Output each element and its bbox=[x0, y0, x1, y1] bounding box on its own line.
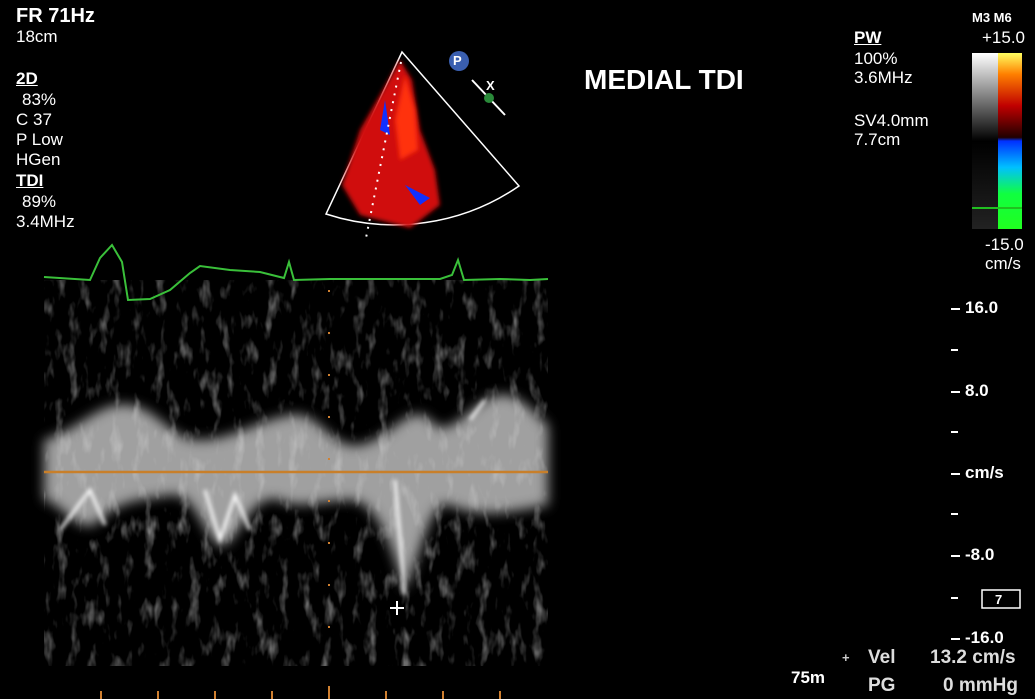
color-bar-velocity bbox=[998, 53, 1022, 229]
gain-value: 7 bbox=[995, 592, 1002, 608]
setting: C 37 bbox=[16, 112, 52, 128]
scale-value: -8.0 bbox=[965, 545, 994, 564]
scale-label: cm/s bbox=[951, 463, 1004, 483]
ultrasound-screen: FR 71Hz 18cm 2D 83% C 37 P Low HGen TDI … bbox=[0, 0, 1035, 699]
image-layer bbox=[0, 0, 1035, 699]
minor-tick bbox=[951, 431, 958, 433]
measure-label: Vel bbox=[868, 650, 895, 666]
setting: 100% bbox=[854, 51, 897, 67]
sweep-speed: 75m bbox=[791, 670, 825, 686]
color-unit: cm/s bbox=[985, 256, 1021, 272]
depth: 18cm bbox=[16, 29, 58, 45]
color-map: M3 M6 bbox=[972, 10, 1012, 26]
scale-value: cm/s bbox=[965, 463, 1004, 482]
mode-title: PW bbox=[854, 30, 881, 46]
setting: 3.4MHz bbox=[16, 214, 75, 230]
frame-rate: FR 71Hz bbox=[16, 8, 95, 24]
setting: 89% bbox=[22, 194, 56, 210]
minor-tick bbox=[951, 349, 958, 351]
mode-title: TDI bbox=[16, 173, 43, 189]
scale-label: -8.0 bbox=[951, 545, 994, 565]
setting: 83% bbox=[22, 92, 56, 108]
time-ticks bbox=[101, 686, 500, 699]
setting: 3.6MHz bbox=[854, 70, 913, 86]
setting: SV4.0mm bbox=[854, 113, 929, 129]
probe-marker: P bbox=[453, 53, 462, 69]
color-bar-gray bbox=[972, 53, 998, 229]
scale-label: 16.0 bbox=[951, 298, 998, 318]
mode-title: 2D bbox=[16, 71, 38, 87]
color-max: +15.0 bbox=[982, 30, 1025, 46]
spectral-doppler bbox=[44, 280, 548, 666]
view-title: MEDIAL TDI bbox=[584, 66, 744, 94]
scale-label: 8.0 bbox=[951, 381, 989, 401]
minor-tick bbox=[951, 597, 958, 599]
scale-label: -16.0 bbox=[951, 628, 1004, 648]
measure-value: 13.2 cm/s bbox=[930, 650, 1016, 666]
scale-value: 16.0 bbox=[965, 298, 998, 317]
setting: HGen bbox=[16, 152, 60, 168]
setting: 7.7cm bbox=[854, 132, 900, 148]
cursor-icon: + bbox=[842, 650, 850, 666]
scale-value: -16.0 bbox=[965, 628, 1004, 647]
setting: P Low bbox=[16, 132, 63, 148]
focus-marker: X bbox=[486, 78, 495, 94]
measure-value: 0 mmHg bbox=[943, 678, 1018, 694]
scale-value: 8.0 bbox=[965, 381, 989, 400]
measure-label: PG bbox=[868, 678, 895, 694]
minor-tick bbox=[951, 513, 958, 515]
color-min: -15.0 bbox=[985, 237, 1024, 253]
